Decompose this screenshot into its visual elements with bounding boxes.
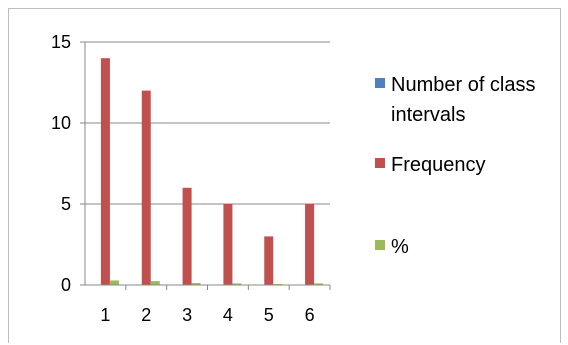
bar [314, 283, 324, 285]
chart-border [560, 8, 561, 343]
y-tick-label: 15 [51, 32, 71, 52]
legend-label: Frequency [391, 154, 486, 176]
y-tick-labels: 0 5 10 15 [51, 32, 71, 295]
bar [232, 283, 242, 285]
x-tick-label: 3 [182, 305, 192, 325]
x-tick-label: 6 [305, 305, 315, 325]
bar [100, 58, 110, 286]
bar [141, 90, 151, 285]
legend-label: Number of class intervals [391, 74, 536, 126]
x-tick-label: 4 [223, 305, 233, 325]
legend-swatch-red [375, 158, 385, 168]
bars [100, 58, 324, 286]
legend-item-frequency: Frequency [375, 150, 561, 180]
y-tick-label: 10 [51, 113, 71, 133]
legend-item-number-of-class-intervals: Number of class intervals [375, 70, 561, 130]
legend-label: % [391, 236, 409, 258]
bar [182, 187, 192, 285]
bar [191, 283, 201, 285]
legend-swatch-green [375, 240, 385, 250]
chart-area [8, 8, 561, 343]
gridlines [80, 41, 331, 290]
y-tick-label: 5 [61, 194, 71, 214]
bar [109, 280, 119, 285]
legend-item-percent: % [375, 232, 561, 262]
y-tick-label: 0 [61, 275, 71, 295]
bar [264, 236, 274, 285]
x-tick-label: 5 [264, 305, 274, 325]
bar [150, 281, 160, 285]
x-tick-label: 2 [141, 305, 151, 325]
x-tick-labels: 1 2 3 4 5 6 [100, 305, 314, 325]
bar [223, 204, 233, 285]
axes [84, 42, 330, 286]
bar [305, 204, 315, 285]
x-tick-label: 1 [100, 305, 110, 325]
legend-swatch-blue [375, 78, 385, 88]
